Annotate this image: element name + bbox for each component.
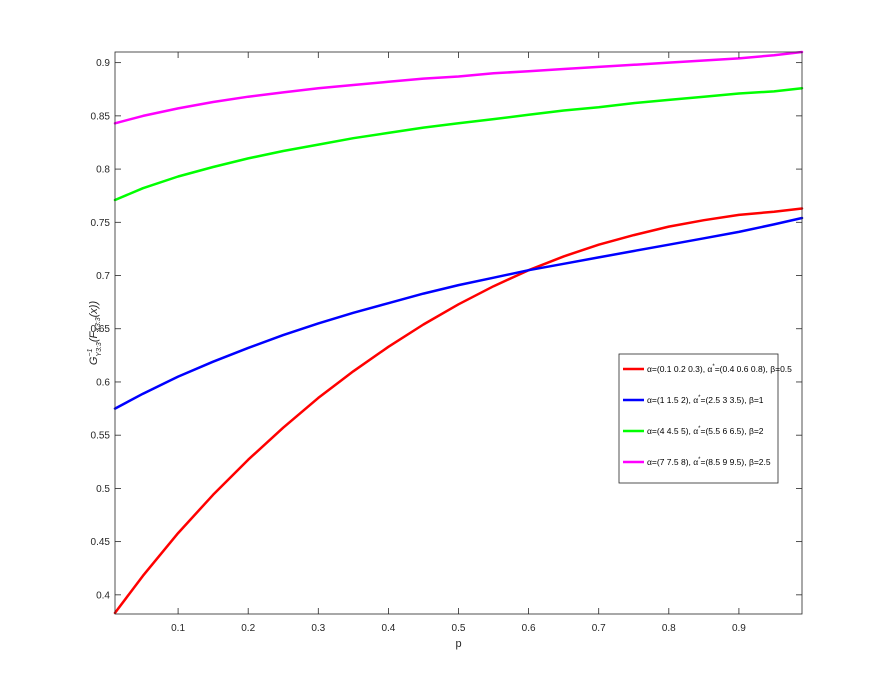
series-line-1	[113, 207, 804, 615]
y-tick-label: 0.55	[91, 431, 111, 442]
y-tick-label: 0.85	[91, 111, 111, 122]
y-label-arg-close: (x))	[88, 301, 100, 318]
x-tick-label: 0.3	[311, 623, 325, 634]
y-label-sup: −1	[87, 348, 94, 356]
plot-frame	[114, 51, 803, 615]
y-tick-label: 0.5	[96, 484, 110, 495]
legend-entry-2: α=(1 1.5 2), α*=(2.5 3 3.5), β=1	[647, 395, 764, 405]
legend-box	[618, 353, 779, 484]
x-tick-label: 0.5	[452, 623, 466, 634]
y-axis-label: G−1 Y3:3(FX3:3(x))	[87, 301, 103, 366]
y-tick-label: 0.4	[96, 590, 110, 601]
x-tick-label: 0.8	[662, 623, 676, 634]
y-tick-label: 0.6	[96, 377, 110, 388]
x-tick-label: 0.9	[732, 623, 746, 634]
x-tick-label: 0.6	[522, 623, 536, 634]
x-tick-label: 0.7	[592, 623, 606, 634]
y-tick-label: 0.7	[96, 271, 110, 282]
svg-text:G−1Y3:3(FX3:3(x)): G−1 Y3:3(FX3:3(x))	[87, 301, 103, 366]
y-tick-label: 0.45	[91, 537, 111, 548]
x-tick-label: 0.2	[241, 623, 255, 634]
series-line-2	[113, 216, 804, 410]
y-tick-label: 0.9	[96, 58, 110, 69]
y-tick-label: 0.75	[91, 218, 111, 229]
y-tick-label: 0.65	[91, 324, 111, 335]
y-label-arg-open: (F	[88, 331, 100, 343]
legend-entry-1: α=(0.1 0.2 0.3), α*=(0.4 0.6 0.8), β=0.5	[647, 364, 792, 374]
legend-entry-4: α=(7 7.5 8), α*=(8.5 9 9.5), β=2.5	[647, 457, 771, 467]
series-line-3	[113, 86, 804, 202]
series-layer	[113, 50, 804, 615]
legend: α=(0.1 0.2 0.3), α*=(0.4 0.6 0.8), β=0.5…	[618, 353, 792, 484]
y-label-arg-sub: X3:3	[95, 317, 102, 333]
legend-entry-3: α=(4 4.5 5), α*=(5.5 6 6.5), β=2	[647, 426, 764, 436]
y-label-base: G	[88, 356, 100, 365]
y-tick-label: 0.8	[96, 165, 110, 176]
x-tick-label: 0.1	[171, 623, 185, 634]
x-tick-label: 0.4	[381, 623, 395, 634]
x-axis-label: p	[455, 638, 461, 650]
plot-area	[115, 52, 802, 614]
series-line-4	[113, 50, 804, 125]
ticks-layer: 0.1 0.2 0.3 0.4 0.5 0.6 0.7 0.8 0.9 0.4 0.45 0.5 0.5…	[91, 52, 802, 634]
y-label-sub: Y3:3	[96, 342, 103, 357]
